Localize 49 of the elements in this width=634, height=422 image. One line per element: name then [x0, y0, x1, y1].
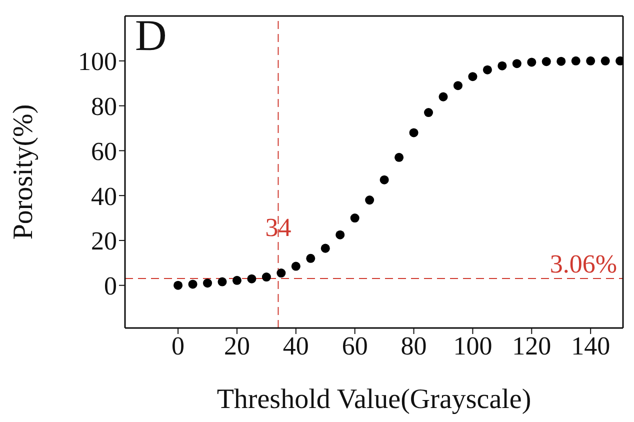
x-tick-label: 20 — [224, 331, 250, 360]
y-tick-label: 80 — [91, 92, 117, 122]
point — [262, 272, 271, 282]
y-tick-label: 40 — [91, 182, 117, 211]
x-tick-label: 60 — [342, 331, 368, 360]
ref-line-label: 3.06% — [550, 249, 617, 278]
point — [468, 72, 478, 82]
point — [556, 56, 566, 66]
ref-line-label: 34 — [265, 213, 292, 242]
point — [365, 196, 374, 205]
point — [571, 56, 580, 66]
point — [438, 92, 448, 102]
x-axis-title: Threshold Value(Grayscale) — [216, 384, 532, 415]
point — [512, 59, 522, 68]
x-tick-label: 100 — [453, 331, 492, 360]
point — [350, 214, 360, 223]
point — [276, 268, 286, 278]
x-tick-label: 120 — [512, 331, 552, 360]
x-tick-label: 40 — [282, 331, 309, 360]
point — [394, 152, 404, 162]
point — [453, 81, 462, 90]
point — [174, 280, 183, 290]
y-tick-label: 100 — [78, 47, 117, 76]
annotation: D — [135, 11, 167, 60]
point — [424, 108, 434, 118]
x-tick-label: 140 — [571, 331, 610, 360]
point — [247, 274, 256, 284]
point — [586, 56, 596, 66]
y-tick-label: 60 — [91, 136, 117, 166]
point — [232, 276, 242, 285]
point — [291, 262, 300, 271]
point — [336, 230, 345, 240]
point — [306, 254, 316, 263]
point — [188, 280, 198, 289]
x-tick-label: 80 — [400, 331, 427, 360]
point — [218, 277, 227, 286]
point — [202, 278, 212, 288]
y-tick-label: 20 — [91, 226, 117, 256]
point — [409, 128, 418, 138]
point — [527, 58, 536, 67]
point — [320, 244, 330, 253]
point — [542, 57, 551, 66]
x-tick-label: 0 — [172, 331, 185, 360]
point — [482, 65, 492, 74]
point — [600, 56, 610, 66]
y-axis-title: Porosity(%) — [8, 104, 39, 240]
point — [380, 175, 389, 184]
y-tick-label: 0 — [104, 272, 117, 301]
point — [498, 61, 507, 70]
